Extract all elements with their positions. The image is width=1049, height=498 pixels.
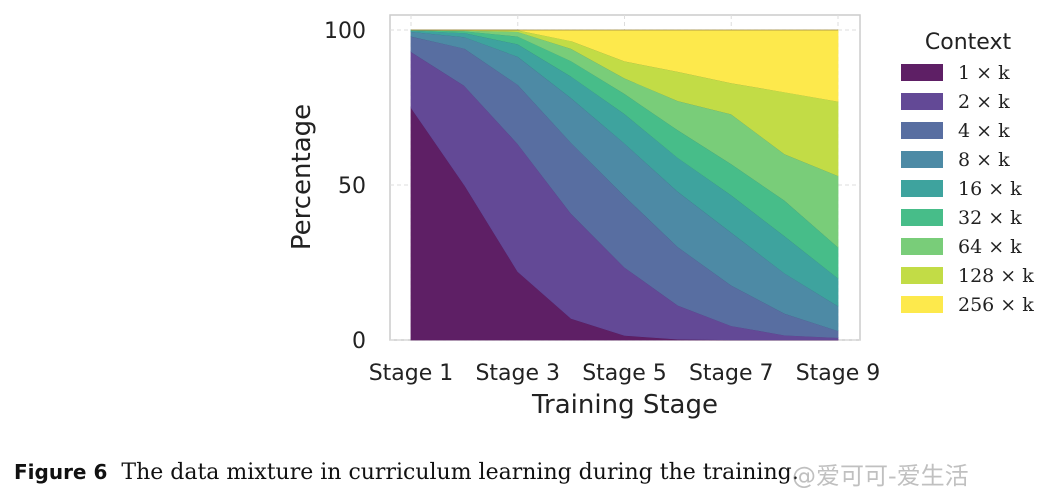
x-tick-label: Stage 9 xyxy=(796,361,881,386)
x-tick-label: Stage 3 xyxy=(475,361,560,386)
area-series-9 xyxy=(411,29,839,102)
watermark-text: @爱可可-爱生活 xyxy=(792,462,969,490)
legend-label: 128 × k xyxy=(958,265,1034,287)
x-tick-label: Stage 7 xyxy=(689,361,774,386)
legend-label: 256 × k xyxy=(958,294,1034,316)
legend-swatch xyxy=(901,267,943,284)
y-tick-label: 50 xyxy=(338,174,366,199)
y-tick-label: 100 xyxy=(324,19,366,44)
legend-label: 1 × k xyxy=(958,62,1010,84)
legend-label: 64 × k xyxy=(958,236,1022,258)
legend-label: 32 × k xyxy=(958,207,1022,229)
x-tick-label: Stage 5 xyxy=(582,361,667,386)
legend-label: 2 × k xyxy=(958,91,1010,113)
caption-text: The data mixture in curriculum learning … xyxy=(121,460,799,485)
legend-swatch xyxy=(901,296,943,313)
stacked-areas xyxy=(410,29,839,341)
y-tick-label: 0 xyxy=(352,329,366,354)
legend-swatch xyxy=(901,238,943,255)
figure-label: Figure 6 xyxy=(14,460,108,484)
legend-items: 1 × k 2 × k 4 × k 8 × k 16 × k 32 × k 64 × k 12… xyxy=(901,62,1034,316)
legend-label: 4 × k xyxy=(958,120,1010,142)
axes: 0 50 100 Stage 1 Stage 3 Stage 5 Stage 7 Stage … xyxy=(324,19,880,386)
legend-label: 16 × k xyxy=(958,178,1022,200)
legend-swatch xyxy=(901,122,943,139)
x-axis-title: Training Stage xyxy=(531,390,718,420)
figure-caption: Figure 6 The data mixture in curriculum l… xyxy=(14,460,799,485)
legend: Context 1 × k 2 × k 4 × k 8 × k 16 × k 32 × k… xyxy=(901,30,1034,316)
watermark: @爱可可-爱生活 xyxy=(792,456,1042,492)
legend-swatch xyxy=(901,151,943,168)
y-axis-title: Percentage xyxy=(287,104,317,250)
legend-swatch xyxy=(901,180,943,197)
x-tick-label: Stage 1 xyxy=(369,361,454,386)
legend-swatch xyxy=(901,209,943,226)
legend-label: 8 × k xyxy=(958,149,1010,171)
legend-swatch xyxy=(901,64,943,81)
legend-swatch xyxy=(901,93,943,110)
legend-title: Context xyxy=(925,30,1012,55)
